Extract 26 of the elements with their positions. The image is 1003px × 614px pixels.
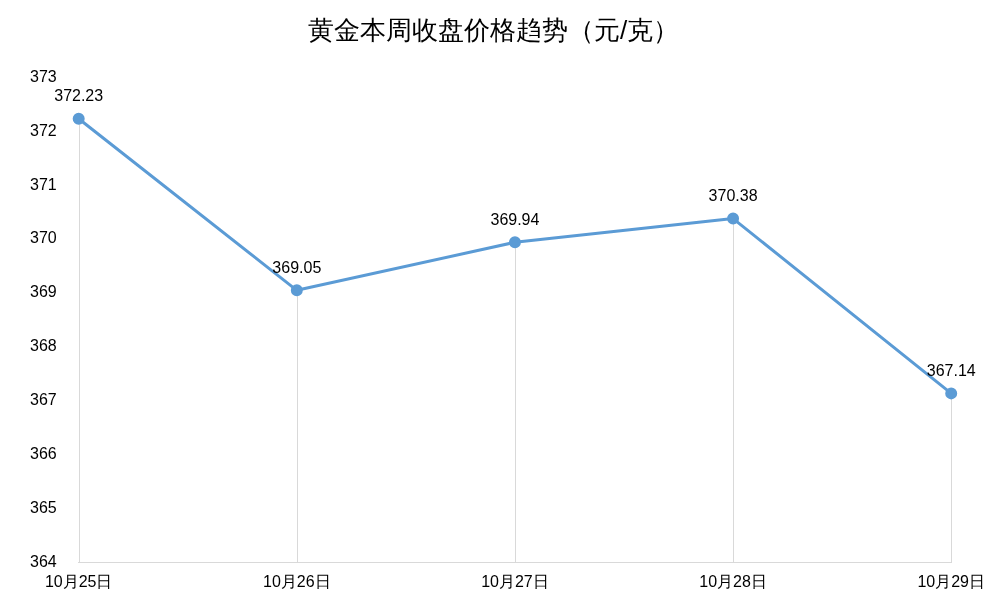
y-tick-label: 372 — [29, 121, 57, 139]
y-tick-label: 368 — [29, 337, 57, 355]
point — [72, 112, 85, 125]
y-tick-label: 366 — [29, 445, 57, 463]
y-tick-label: 365 — [29, 499, 57, 517]
x-tick-label: 10月26日 — [263, 572, 331, 590]
y-tick-label: 370 — [29, 229, 57, 247]
y-tick-label: 364 — [29, 553, 57, 571]
data-label: 367.14 — [926, 361, 976, 379]
y-tick-label: 367 — [29, 391, 57, 409]
data-label: 369.94 — [490, 210, 540, 228]
point — [290, 284, 303, 297]
x-tick-label: 10月27日 — [481, 572, 549, 590]
y-tick-label: 371 — [29, 175, 57, 193]
data-label: 369.05 — [272, 258, 322, 276]
point — [945, 387, 958, 400]
y-tick-label: 373 — [29, 67, 57, 85]
x-tick-label: 10月28日 — [699, 572, 767, 590]
y-tick-label: 369 — [29, 283, 57, 301]
point — [727, 212, 740, 225]
x-tick-label: 10月25日 — [44, 572, 113, 590]
x-tick-label: 10月29日 — [917, 572, 985, 590]
data-label: 372.23 — [54, 87, 104, 105]
point — [508, 236, 521, 249]
chart-title: 黄金本周收盘价格趋势（元/克） — [307, 14, 680, 45]
data-label: 370.38 — [708, 186, 758, 204]
